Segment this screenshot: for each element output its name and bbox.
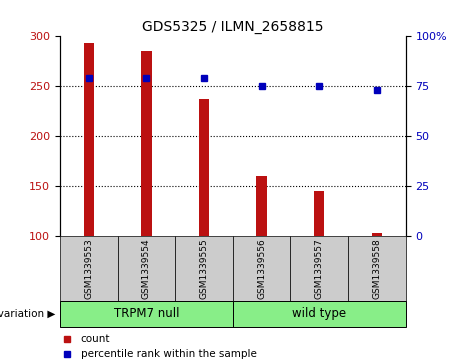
Text: count: count — [81, 334, 110, 344]
Text: GSM1339555: GSM1339555 — [200, 238, 208, 299]
Bar — [83, 43, 94, 236]
Bar — [60, 236, 118, 301]
Bar — [141, 51, 152, 236]
Bar — [199, 99, 209, 236]
Bar — [314, 191, 325, 236]
Text: genotype/variation ▶: genotype/variation ▶ — [0, 309, 55, 319]
Bar — [372, 233, 382, 236]
Text: percentile rank within the sample: percentile rank within the sample — [81, 349, 257, 359]
Title: GDS5325 / ILMN_2658815: GDS5325 / ILMN_2658815 — [142, 20, 324, 34]
Text: GSM1339556: GSM1339556 — [257, 238, 266, 299]
Bar — [233, 301, 406, 327]
Text: GSM1339553: GSM1339553 — [84, 238, 93, 299]
Bar — [118, 236, 175, 301]
Bar — [233, 236, 290, 301]
Text: GSM1339554: GSM1339554 — [142, 238, 151, 299]
Text: TRPM7 null: TRPM7 null — [113, 307, 179, 321]
Text: GSM1339557: GSM1339557 — [315, 238, 324, 299]
Bar — [60, 301, 233, 327]
Text: wild type: wild type — [292, 307, 346, 321]
Text: GSM1339558: GSM1339558 — [372, 238, 381, 299]
Bar — [348, 236, 406, 301]
Bar — [175, 236, 233, 301]
Bar — [256, 176, 267, 236]
Bar — [290, 236, 348, 301]
